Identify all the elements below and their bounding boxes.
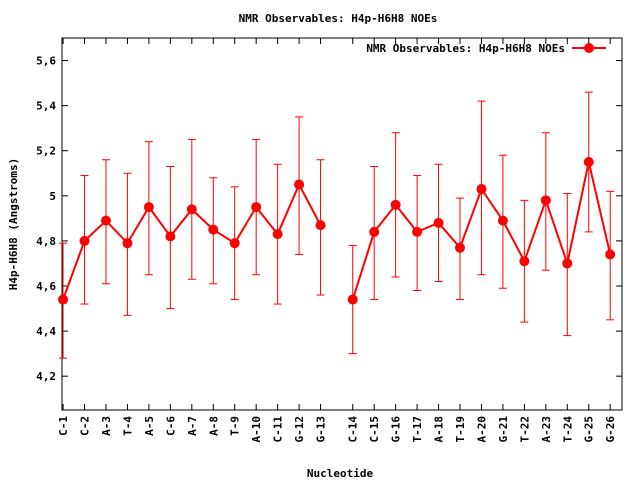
y-axis-label: H4p-H6H8 (Angstroms): [7, 158, 20, 290]
x-tick-label: A-7: [186, 416, 199, 436]
data-point: [272, 229, 283, 240]
data-point: [369, 226, 380, 237]
data-point: [165, 231, 176, 242]
data-point: [229, 238, 240, 249]
x-tick-label: A-23: [540, 416, 553, 443]
chart-title: NMR Observables: H4p-H6H8 NOEs: [239, 12, 438, 25]
data-point: [390, 199, 401, 210]
x-tick-label: T-24: [561, 416, 574, 443]
data-point: [347, 294, 358, 305]
data-point: [315, 220, 326, 231]
y-tick-label: 4,8: [36, 235, 56, 248]
data-point: [562, 258, 573, 269]
data-point: [583, 157, 594, 167]
x-tick-label: G-25: [583, 416, 596, 443]
axes: 4,2 4,4 4,6 4,8 5 5,2 5,4 5,6 C-1 C-2 A-3 T-4 A-5 C-6…: [36, 38, 622, 443]
y-tick-label: 5,6: [36, 55, 56, 68]
x-tick-label: T-9: [229, 416, 242, 436]
x-tick-label: T-19: [454, 416, 467, 443]
x-tick-label: C-6: [164, 416, 177, 436]
x-tick-label: G-16: [390, 416, 403, 443]
data-point: [100, 215, 111, 226]
data-point: [208, 224, 219, 235]
y-tick-label: 5,4: [36, 100, 56, 113]
data-point: [455, 242, 466, 253]
x-tick-label: C-15: [368, 416, 381, 443]
x-tick-label: A-5: [143, 416, 156, 436]
data-point: [251, 202, 262, 213]
data-point: [540, 195, 551, 206]
data-point: [433, 217, 444, 228]
y-tick-label: 4,4: [36, 325, 56, 338]
x-tick-label: C-14: [347, 416, 360, 443]
data-point: [605, 249, 616, 260]
legend: NMR Observables: H4p-H6H8 NOEs: [366, 42, 606, 55]
y-tick-label: 5,2: [36, 145, 56, 158]
x-tick-label: T-22: [518, 416, 531, 443]
data-layer: [58, 91, 616, 359]
x-tick-label: C-1: [57, 416, 70, 436]
y-tick-label: 5: [49, 190, 56, 203]
data-point: [58, 294, 69, 305]
data-point: [143, 202, 154, 213]
data-point: [122, 238, 133, 249]
legend-label: NMR Observables: H4p-H6H8 NOEs: [366, 42, 565, 55]
x-tick-label: C-11: [272, 416, 285, 443]
data-point: [497, 215, 508, 226]
data-point: [294, 179, 305, 190]
x-tick-label: G-21: [497, 416, 510, 443]
data-point: [476, 184, 487, 195]
data-point: [186, 204, 197, 215]
x-tick-label: A-3: [100, 416, 113, 436]
x-tick-label: G-12: [293, 416, 306, 443]
x-axis-label: Nucleotide: [307, 467, 374, 480]
legend-marker: [584, 43, 594, 53]
x-tick-label: C-2: [79, 416, 92, 436]
y-tick-label: 4,2: [36, 370, 56, 383]
x-tick-label: A-10: [250, 416, 263, 443]
data-point: [79, 235, 90, 246]
x-tick-label: T-4: [121, 416, 134, 436]
x-tick-label: T-17: [411, 416, 424, 443]
x-tick-label: A-8: [207, 416, 220, 436]
plot-frame: [61, 37, 623, 411]
data-point: [412, 226, 423, 237]
data-point: [519, 256, 530, 267]
y-tick-label: 4,6: [36, 280, 56, 293]
x-tick-label: G-13: [315, 416, 328, 443]
x-tick-label: G-26: [604, 416, 617, 443]
x-tick-label: A-18: [433, 416, 446, 443]
x-tick-label: A-20: [475, 416, 488, 443]
